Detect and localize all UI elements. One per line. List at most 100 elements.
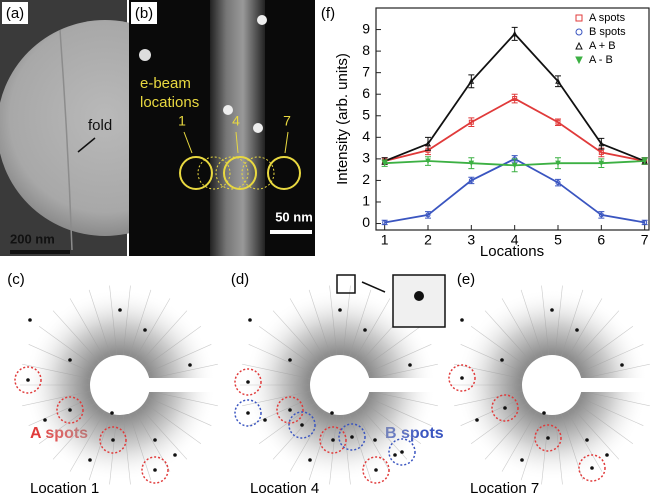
- x-tick-label: 1: [381, 232, 389, 248]
- panel-b: (b) e-beam locations 1 4 7 50 nm: [129, 0, 315, 256]
- particle: [253, 123, 263, 133]
- spot: [373, 438, 377, 442]
- particle: [139, 49, 151, 61]
- panel-label: (a): [6, 5, 24, 22]
- spot: [550, 308, 554, 312]
- spot: [288, 358, 292, 362]
- panel-label: (e): [457, 271, 475, 288]
- spot: [263, 418, 267, 422]
- spot: [338, 308, 342, 312]
- x-tick-label: 3: [467, 232, 475, 248]
- legend-marker: [576, 43, 582, 49]
- spot: [68, 358, 72, 362]
- spot: [188, 363, 192, 367]
- panel-label: (b): [135, 5, 153, 22]
- beam-stop: [522, 355, 582, 415]
- spot: [575, 328, 579, 332]
- spot: [153, 438, 157, 442]
- beam-stop: [90, 355, 150, 415]
- y-tick-label: 3: [362, 150, 370, 166]
- x-tick-label: 4: [511, 232, 519, 248]
- y-tick-label: 7: [362, 63, 370, 79]
- spot: [300, 423, 304, 427]
- inset-spot: [414, 291, 424, 301]
- beam-stop: [310, 355, 370, 415]
- marker: [426, 159, 430, 163]
- figure: (a) fold 200 nm (b) e-beam locations 1 4…: [0, 0, 655, 499]
- diffraction-panels: (c) (d) (e) A spots B spots Location 1 L…: [7, 271, 655, 497]
- y-tick-label: 9: [362, 20, 370, 36]
- y-tick-label: 8: [362, 42, 370, 58]
- spot: [288, 408, 292, 412]
- spot: [88, 458, 92, 462]
- spot: [605, 453, 609, 457]
- spot: [110, 411, 114, 415]
- spot: [246, 411, 250, 415]
- x-tick-label: 2: [424, 232, 432, 248]
- spot: [330, 411, 334, 415]
- location-label: 1: [178, 113, 186, 129]
- spot: [308, 458, 312, 462]
- annotation: e-beam: [140, 75, 191, 92]
- spot: [400, 450, 404, 454]
- y-tick-label: 5: [362, 106, 370, 122]
- series-line: [385, 99, 645, 162]
- spot: [363, 328, 367, 332]
- y-axis-label: Intensity (arb. units): [334, 53, 351, 185]
- caption: Location 4: [250, 480, 319, 497]
- legend-label: A + B: [589, 40, 616, 52]
- error-bar: [512, 27, 518, 40]
- spot: [374, 468, 378, 472]
- spot: [475, 418, 479, 422]
- spot: [460, 318, 464, 322]
- legend-label: A spots: [589, 12, 626, 24]
- marker: [556, 161, 560, 165]
- panel-f: (f) Locations Intensity (arb. units) 012…: [321, 5, 649, 260]
- y-tick-label: 6: [362, 85, 370, 101]
- legend-label: B spots: [589, 26, 626, 38]
- annotation: locations: [140, 94, 199, 111]
- spot: [153, 468, 157, 472]
- spot: [542, 411, 546, 415]
- annotation: fold: [88, 117, 112, 134]
- spot: [118, 308, 122, 312]
- marker: [599, 161, 603, 165]
- panel-label: (f): [321, 5, 335, 22]
- spot: [620, 363, 624, 367]
- caption: Location 7: [470, 480, 539, 497]
- spot: [500, 358, 504, 362]
- y-tick-label: 2: [362, 171, 370, 187]
- y-tick-label: 0: [362, 214, 370, 230]
- spot: [143, 328, 147, 332]
- scale-bar: [10, 250, 70, 254]
- legend-marker: [576, 57, 582, 63]
- x-tick-label: 6: [597, 232, 605, 248]
- spot: [590, 466, 594, 470]
- spot: [43, 418, 47, 422]
- scale-bar-label: 200 nm: [10, 231, 55, 246]
- spot: [331, 438, 335, 442]
- spot: [28, 318, 32, 322]
- y-tick-label: 1: [362, 193, 370, 209]
- caption: Location 1: [30, 480, 99, 497]
- x-tick-label: 5: [554, 232, 562, 248]
- marker: [469, 161, 473, 165]
- scale-bar-label: 50 nm: [275, 209, 313, 224]
- particle: [257, 15, 267, 25]
- spot: [350, 435, 354, 439]
- panel-label: (c): [7, 271, 25, 288]
- spot: [26, 378, 30, 382]
- spot: [111, 438, 115, 442]
- spot: [503, 406, 507, 410]
- spot: [246, 380, 250, 384]
- spot: [408, 363, 412, 367]
- legend-marker: [576, 29, 582, 35]
- legend-label: A - B: [589, 54, 613, 66]
- location-label: 4: [232, 113, 240, 129]
- spot: [585, 438, 589, 442]
- y-tick-label: 4: [362, 128, 370, 144]
- location-label: 7: [283, 113, 291, 129]
- spot: [520, 458, 524, 462]
- panel-label: (d): [231, 271, 249, 288]
- spot: [546, 436, 550, 440]
